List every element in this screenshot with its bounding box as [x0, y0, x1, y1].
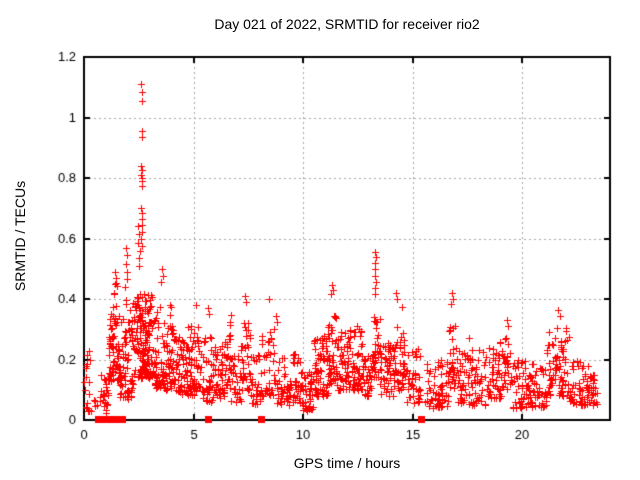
y-axis-label: SRMTID / TECUs [12, 180, 28, 292]
chart-title: Day 021 of 2022, SRMTID for receiver rio… [214, 16, 480, 32]
x-axis-label: GPS time / hours [293, 455, 401, 471]
